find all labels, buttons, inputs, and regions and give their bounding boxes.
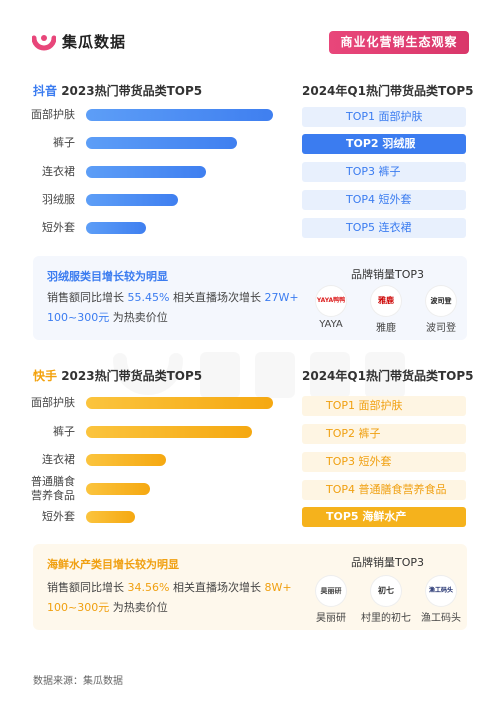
- kuaishou-bar: [86, 397, 273, 409]
- kuaishou-line1-label: 销售额同比增长: [47, 581, 128, 594]
- kuaishou-line1-label2: 相关直播场次增长: [169, 581, 265, 594]
- kuaishou-line2-label: 为热卖价位: [109, 601, 168, 614]
- douyin-brand-2: 雅鹿: [376, 323, 396, 334]
- douyin-bar: [86, 166, 206, 178]
- brand-name: 集瓜数据: [62, 33, 127, 51]
- yaya-logo-icon: YAYA鸭鸭: [316, 286, 346, 316]
- kuaishou-brand-2: 村里的初七: [361, 613, 411, 624]
- yugongmatou-logo-icon: 渔工码头: [426, 576, 456, 606]
- kuaishou-rank-4[interactable]: TOP4 普通膳食营养食品: [302, 480, 466, 500]
- douyin-title-platform: 抖音: [33, 84, 58, 98]
- douyin-brand-head: 品牌销量TOP3: [351, 268, 425, 281]
- yalu-logo-icon: 雅鹿: [371, 286, 401, 316]
- kuaishou-brand-head: 品牌销量TOP3: [351, 556, 425, 569]
- douyin-rank-title: 2024年Q1热门带货品类TOP5: [302, 84, 474, 98]
- douyin-insight-line1: 销售额同比增长 55.45% 相关直播场次增长 27W+: [47, 288, 299, 308]
- douyin-chart-title: 抖音 2023热门带货品类TOP5: [33, 82, 202, 99]
- kuaishou-sales-growth: 34.56%: [127, 581, 170, 594]
- bosideng-logo-icon: 波司登: [426, 286, 456, 316]
- kuaishou-rank-5[interactable]: TOP5 海鲜水产: [302, 507, 466, 527]
- report-tag: 商业化营销生态观察: [329, 31, 469, 54]
- douyin-rank-2[interactable]: TOP2 羽绒服: [302, 134, 466, 154]
- douyin-title-text: 2023热门带货品类TOP5: [57, 84, 203, 98]
- kuaishou-bar: [86, 454, 167, 466]
- kuaishou-insight-title: 海鲜水产类目增长较为明显: [47, 558, 179, 571]
- douyin-insight-title: 羽绒服类目增长较为明显: [47, 270, 168, 283]
- douyin-insight-panel: 羽绒服类目增长较为明显 销售额同比增长 55.45% 相关直播场次增长 27W+…: [33, 256, 467, 340]
- douyin-line2-label: 为热卖价位: [109, 311, 168, 324]
- kuaishou-insight-panel: 海鲜水产类目增长较为明显 销售额同比增长 34.56% 相关直播场次增长 8W+…: [33, 544, 467, 630]
- douyin-bar: [86, 194, 178, 206]
- douyin-bar: [86, 137, 238, 149]
- kuaishou-category-label: 普通膳食 营养食品: [31, 475, 75, 502]
- douyin-category-label: 短外套: [42, 221, 75, 234]
- kuaishou-insight-line1: 销售额同比增长 34.56% 相关直播场次增长 8W+: [47, 578, 292, 598]
- kuaishou-bar: [86, 426, 253, 438]
- kuaishou-brand-3: 渔工码头: [421, 613, 461, 624]
- douyin-price-range: 100~300元: [47, 311, 110, 324]
- haoliyan-logo-icon: 昊丽研: [316, 576, 346, 606]
- douyin-rank-1[interactable]: TOP1 面部护肤: [302, 107, 466, 127]
- douyin-rank-5[interactable]: TOP5 连衣裙: [302, 218, 466, 238]
- jigua-logo-icon: [32, 35, 56, 51]
- kuaishou-bar: [86, 511, 135, 523]
- douyin-bar: [86, 109, 273, 121]
- data-source: 数据来源：集瓜数据: [33, 676, 123, 687]
- kuaishou-rank-2[interactable]: TOP2 裤子: [302, 424, 466, 444]
- kuaishou-chart-title: 快手 2023热门带货品类TOP5: [33, 367, 202, 384]
- douyin-category-label: 面部护肤: [31, 108, 75, 121]
- header: 集瓜数据 商业化营销生态观察: [0, 0, 500, 70]
- kuaishou-rank-1[interactable]: TOP1 面部护肤: [302, 396, 466, 416]
- kuaishou-category-label: 短外套: [42, 510, 75, 523]
- douyin-category-label: 裤子: [53, 136, 75, 149]
- douyin-bar: [86, 222, 146, 234]
- kuaishou-live-growth: 8W+: [264, 581, 292, 594]
- kuaishou-rank-title: 2024年Q1热门带货品类TOP5: [302, 369, 474, 383]
- douyin-category-label: 连衣裙: [42, 165, 75, 178]
- douyin-category-label: 羽绒服: [42, 193, 75, 206]
- kuaishou-insight-line2: 100~300元 为热卖价位: [47, 598, 168, 618]
- chuqi-logo-icon: 初七: [371, 576, 401, 606]
- douyin-brand-1: YAYA: [319, 319, 343, 330]
- douyin-rank-3[interactable]: TOP3 裤子: [302, 162, 466, 182]
- douyin-sales-growth: 55.45%: [127, 291, 170, 304]
- douyin-brand-3: 波司登: [426, 323, 456, 334]
- douyin-live-growth: 27W+: [264, 291, 299, 304]
- kuaishou-category-label: 面部护肤: [31, 396, 75, 409]
- douyin-insight-line2: 100~300元 为热卖价位: [47, 308, 168, 328]
- douyin-line1-label: 销售额同比增长: [47, 291, 128, 304]
- douyin-rank-4[interactable]: TOP4 短外套: [302, 190, 466, 210]
- kuaishou-rank-3[interactable]: TOP3 短外套: [302, 452, 466, 472]
- kuaishou-brand-1: 昊丽研: [316, 613, 346, 624]
- kuaishou-title-platform: 快手: [33, 369, 58, 383]
- kuaishou-category-label: 连衣裙: [42, 453, 75, 466]
- kuaishou-bar: [86, 483, 150, 495]
- kuaishou-price-range: 100~300元: [47, 601, 110, 614]
- douyin-line1-label2: 相关直播场次增长: [169, 291, 265, 304]
- kuaishou-category-label: 裤子: [53, 425, 75, 438]
- kuaishou-title-text: 2023热门带货品类TOP5: [57, 369, 203, 383]
